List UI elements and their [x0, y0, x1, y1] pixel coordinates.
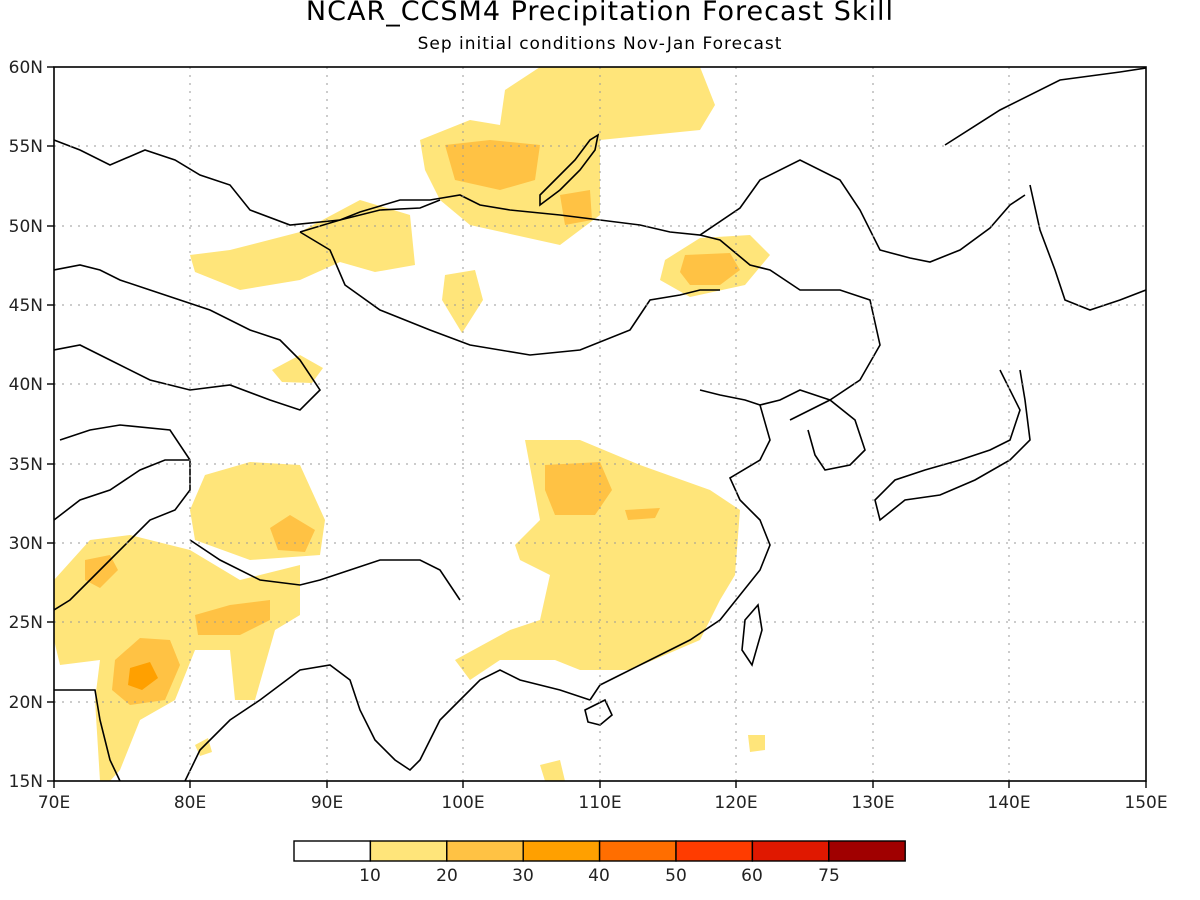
- lat-label: 40N: [9, 375, 43, 395]
- legend-color-box: [675, 840, 754, 862]
- lon-label: 80E: [174, 793, 206, 813]
- shade-region-india-max: [128, 662, 158, 690]
- coast-baikal: [539, 133, 600, 207]
- shade-region-lake-small: [442, 270, 483, 333]
- legend-label: 20: [436, 866, 458, 886]
- shade-region-baikal-south: [560, 190, 592, 225]
- shade-region-nepal-core: [195, 600, 270, 635]
- coast-china-east: [589, 389, 771, 701]
- coast-india-west: [54, 689, 121, 781]
- coast-north-asia: [54, 139, 1026, 263]
- shade-region-altai: [190, 200, 415, 290]
- map-subtitle: Sep initial conditions Nov-Jan Forecast: [417, 34, 783, 54]
- latitude-labels: 15N 20N 25N 30N 35N 40N 45N 50N 55N 60N: [9, 58, 43, 792]
- border-china-central-asia: [59, 424, 191, 461]
- coast-japan: [874, 369, 1031, 522]
- border-mongolia-china: [299, 231, 720, 356]
- legend-label: 30: [512, 866, 534, 886]
- legend-label: 60: [741, 866, 763, 886]
- gridlines: [54, 67, 1146, 781]
- shade-region-small-south: [540, 760, 565, 781]
- legend-label: 50: [665, 866, 687, 886]
- lat-label: 50N: [9, 217, 43, 237]
- longitude-labels: 70E 80E 90E 100E 110E 120E 130E 140E 150…: [38, 793, 1168, 813]
- shade-region-siberia: [420, 67, 715, 245]
- coast-hainan: [584, 698, 613, 726]
- legend-color-box: [598, 840, 677, 862]
- border-central-asia: [54, 264, 322, 411]
- legend-color-box: [369, 840, 448, 862]
- lon-label: 100E: [441, 793, 484, 813]
- lat-label: 20N: [9, 693, 43, 713]
- lat-label: 55N: [9, 137, 43, 157]
- map-title: NCAR_CCSM4 Precipitation Forecast Skill: [305, 0, 895, 27]
- border-china-russia-east: [699, 234, 881, 406]
- border-mongolia-russia: [299, 199, 441, 233]
- lon-label: 140E: [987, 793, 1030, 813]
- axis-ticks: [47, 66, 1147, 788]
- lon-label: 150E: [1124, 793, 1167, 813]
- lon-label: 90E: [311, 793, 343, 813]
- lon-label: 70E: [38, 793, 70, 813]
- shade-region-baikal-core: [445, 140, 540, 190]
- color-legend: 10 20 30 40 50 60 75: [293, 840, 906, 886]
- lon-label: 130E: [851, 793, 894, 813]
- legend-color-box: [446, 840, 524, 862]
- border-himalaya: [189, 539, 461, 601]
- shade-region-taiwan: [748, 735, 765, 752]
- legend-color-box: [828, 840, 906, 862]
- lat-label: 60N: [9, 58, 43, 78]
- shade-region-manchuria-core: [680, 253, 740, 285]
- shade-region-sichuan-core: [545, 462, 612, 515]
- shade-region-pakistan-core: [85, 555, 118, 588]
- lon-label: 120E: [714, 793, 757, 813]
- coast-kamchatka: [944, 67, 1146, 146]
- legend-color-box: [751, 840, 830, 862]
- lon-label: 110E: [578, 793, 621, 813]
- lat-label: 30N: [9, 534, 43, 554]
- lat-label: 25N: [9, 613, 43, 633]
- coastlines-and-borders: [54, 67, 1146, 781]
- shade-region-small-core: [625, 508, 660, 520]
- legend-label: 10: [359, 866, 381, 886]
- coast-sakhalin-okhotsk: [1029, 184, 1146, 311]
- shade-region-south-china: [455, 440, 740, 680]
- lat-label: 45N: [9, 296, 43, 316]
- legend-label: 75: [818, 866, 840, 886]
- legend-color-box: [522, 840, 601, 862]
- coast-korea: [789, 399, 866, 471]
- lat-label: 35N: [9, 455, 43, 475]
- legend-color-box: [293, 840, 372, 862]
- coast-indochina: [184, 664, 591, 781]
- coast-taiwan: [741, 603, 763, 667]
- skill-shading: [54, 67, 770, 781]
- border-india-pakistan: [54, 459, 191, 611]
- legend-label: 40: [588, 866, 610, 886]
- lat-label: 15N: [9, 772, 43, 792]
- shade-region-tianshan: [272, 355, 323, 383]
